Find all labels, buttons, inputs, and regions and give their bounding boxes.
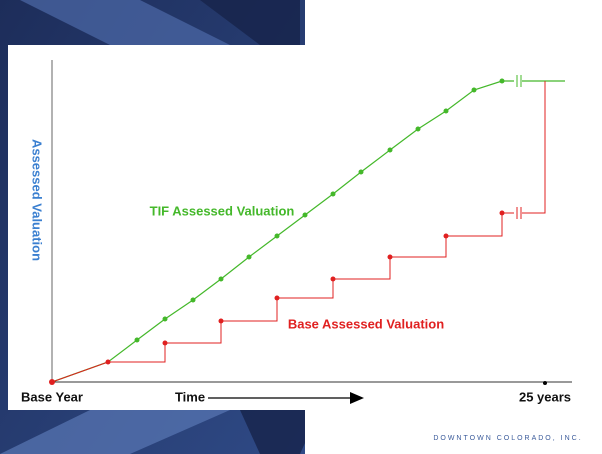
content-panel <box>8 45 590 410</box>
decor-shape <box>240 410 320 454</box>
time-arrowhead <box>350 392 364 404</box>
y-axis-label: Assessed Valuation <box>30 139 45 261</box>
base-line <box>522 81 546 214</box>
footer-bg <box>320 410 602 454</box>
x-end-label: 25 years <box>519 389 571 404</box>
footer-company: DOWNTOWN COLORADO, INC. <box>433 435 582 442</box>
tif-label: TIF Assessed Valuation <box>150 203 295 218</box>
decor-shape <box>200 0 300 45</box>
base-line <box>51 212 514 383</box>
base-points <box>49 210 505 385</box>
base-label: Base Assessed Valuation <box>288 316 444 331</box>
decor-shape <box>20 0 230 45</box>
x-time-label: Time <box>175 389 205 404</box>
end-marker <box>543 381 547 385</box>
decor-shape <box>0 410 230 454</box>
x-start-label: Base Year <box>21 389 83 404</box>
tif-points <box>134 78 505 343</box>
